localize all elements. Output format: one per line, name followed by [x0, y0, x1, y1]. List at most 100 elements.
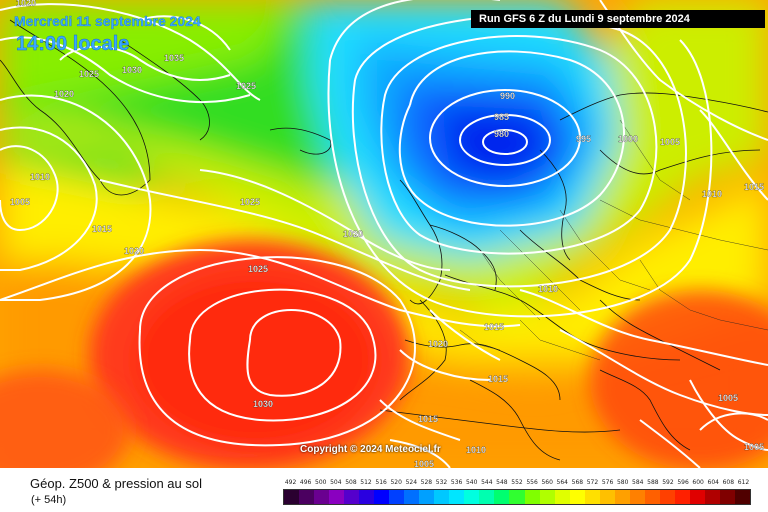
isobar-labels: 1020 1025 1030 1035 1025 1020 1010 1005 … [10, 0, 764, 468]
scale-swatch [569, 490, 585, 504]
scale-tick-label: 600 [692, 479, 704, 486]
scale-tick-label: 556 [526, 479, 538, 486]
scale-swatch [404, 490, 420, 504]
isobar-label: 1020 [428, 339, 448, 349]
isobar-label: 1010 [702, 189, 722, 199]
isobar-label: 1015 [92, 224, 112, 234]
isobar-label: 1005 [718, 393, 738, 403]
scale-swatch [479, 490, 495, 504]
scale-tick-label: 596 [677, 479, 689, 486]
scale-swatch [599, 490, 615, 504]
scale-swatch [359, 490, 375, 504]
isobar-label: 990 [500, 91, 515, 101]
isobar-label: 1025 [236, 81, 256, 91]
scale-swatch [374, 490, 390, 504]
isobar-label: 1015 [744, 182, 764, 192]
forecast-range: (+ 54h) [31, 494, 67, 506]
scale-tick-label: 592 [662, 479, 674, 486]
isobar-label: 995 [576, 134, 591, 144]
scale-swatch [674, 490, 690, 504]
scale-tick-label: 516 [375, 479, 387, 486]
isobar-label: 980 [494, 129, 509, 139]
scale-swatch [284, 490, 300, 504]
scale-tick-label: 500 [315, 479, 327, 486]
isobar-label: 1030 [122, 65, 142, 75]
scale-tick-label: 560 [541, 479, 553, 486]
scale-swatch [419, 490, 435, 504]
isobar-label: 1020 [16, 0, 36, 8]
isobar-label: 985 [494, 112, 509, 122]
scale-swatch [704, 490, 720, 504]
scale-swatch [434, 490, 450, 504]
scale-swatch [554, 490, 570, 504]
scale-swatch [644, 490, 660, 504]
scale-tick-label: 548 [496, 479, 508, 486]
scale-swatch [719, 490, 735, 504]
scale-swatch [524, 490, 540, 504]
scale-swatch [689, 490, 705, 504]
scale-swatch [659, 490, 675, 504]
scale-swatch [299, 490, 315, 504]
scale-swatch [389, 490, 405, 504]
scale-swatch [314, 490, 330, 504]
isobar-label: 1015 [484, 322, 504, 332]
forecast-time: 14:00 locale [16, 33, 130, 55]
scale-tick-label: 588 [647, 479, 659, 486]
isobar-label: 1010 [466, 445, 486, 455]
scale-tick-label: 520 [390, 479, 402, 486]
copyright-notice: Copyright © 2024 Meteociel.fr [300, 444, 441, 455]
scale-tick-label: 584 [632, 479, 644, 486]
isobar-label: 1010 [538, 284, 558, 294]
scale-tick-label: 528 [420, 479, 433, 486]
scale-swatch [734, 490, 750, 504]
legend-footer: Géop. Z500 & pression au sol (+ 54h) 492… [0, 468, 768, 512]
isobar-label: 1010 [30, 172, 50, 182]
isobar-label: 1030 [253, 399, 273, 409]
scale-swatch [329, 490, 345, 504]
scale-tick-label: 564 [556, 479, 568, 486]
scale-tick-label: 504 [330, 479, 342, 486]
scale-tick-label: 512 [360, 479, 372, 486]
isobar-label: 1025 [79, 69, 99, 79]
weather-map: 1020 1025 1030 1035 1025 1020 1010 1005 … [0, 0, 768, 468]
scale-swatch [344, 490, 360, 504]
isobar-label: 1025 [248, 264, 268, 274]
isobar-label: 1020 [54, 89, 74, 99]
isobar-label: 1005 [10, 197, 30, 207]
isobar-label: 1015 [418, 414, 438, 424]
scale-swatch [509, 490, 525, 504]
color-scale-bar [283, 489, 751, 505]
scale-tick-label: 532 [435, 479, 448, 486]
scale-tick-label: 572 [586, 479, 599, 486]
scale-tick-label: 612 [737, 479, 750, 486]
scale-tick-label: 496 [299, 479, 312, 486]
geopotential-field: 1020 1025 1030 1035 1025 1020 1010 1005 … [0, 0, 768, 468]
isobar-label: 1005 [414, 459, 434, 468]
isobar-label: 1020 [343, 229, 363, 239]
scale-tick-label: 492 [284, 479, 297, 486]
isobar-label: 1005 [744, 442, 764, 452]
color-scale-ticks: 492 496 500 504 508 512 516 520 524 528 532 536 540 5… [283, 479, 751, 488]
scale-swatch [629, 490, 645, 504]
scale-swatch [494, 490, 510, 504]
scale-tick-label: 540 [465, 479, 478, 486]
scale-swatch [584, 490, 600, 504]
scale-tick-label: 576 [601, 479, 614, 486]
isobar-label: 1000 [618, 134, 638, 144]
scale-tick-label: 604 [707, 479, 719, 486]
isobar-label: 1015 [488, 374, 508, 384]
scale-swatch [539, 490, 555, 504]
isobar-label: 1025 [240, 197, 260, 207]
scale-tick-label: 580 [616, 479, 629, 486]
scale-swatch [464, 490, 480, 504]
model-run-label: Run GFS 6 Z du Lundi 9 septembre 2024 [471, 10, 765, 28]
country-borders [459, 119, 768, 361]
scale-tick-label: 524 [405, 479, 418, 486]
scale-swatch [449, 490, 465, 504]
isobar-label: 1035 [164, 53, 184, 63]
legend-title: Géop. Z500 & pression au sol [30, 476, 202, 491]
scale-tick-label: 508 [345, 479, 357, 486]
scale-tick-label: 552 [511, 479, 523, 486]
scale-tick-label: 544 [481, 479, 493, 486]
scale-tick-label: 608 [722, 479, 735, 486]
